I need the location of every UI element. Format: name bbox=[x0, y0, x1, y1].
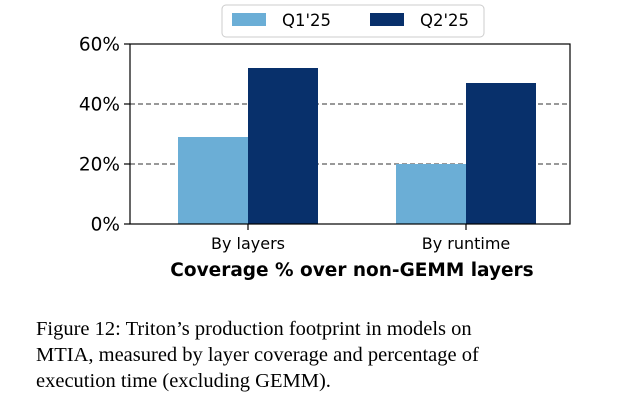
axes: 0% 20% 40% 60% By layers By runtime bbox=[79, 35, 510, 254]
caption-line-1: Figure 12: Triton’s production footprint… bbox=[36, 318, 472, 340]
legend-swatch-0 bbox=[232, 13, 266, 26]
x-axis-label: Coverage % over non-GEMM layers bbox=[170, 260, 533, 281]
legend: Q1'25 Q2'25 bbox=[221, 4, 485, 38]
x-tick-label-1: By runtime bbox=[422, 234, 511, 253]
y-tick-label-0: 0% bbox=[91, 215, 120, 236]
bar-0-1 bbox=[248, 68, 318, 224]
bars bbox=[178, 68, 536, 224]
coverage-chart: 0% 20% 40% 60% By layers By runtime Coverage … bbox=[79, 4, 571, 281]
bar-0-0 bbox=[178, 137, 248, 224]
figure-caption: Figure 12: Triton’s production footprint… bbox=[36, 316, 616, 394]
y-tick-label-2: 40% bbox=[79, 95, 120, 116]
y-tick-label-3: 60% bbox=[79, 35, 120, 56]
bar-1-1 bbox=[466, 83, 536, 224]
caption-line-2: MTIA, measured by layer coverage and per… bbox=[36, 344, 479, 366]
legend-label-1: Q2'25 bbox=[420, 11, 469, 30]
plot-frame bbox=[129, 43, 571, 225]
legend-swatch-1 bbox=[370, 13, 404, 26]
y-tick-label-1: 20% bbox=[79, 155, 120, 176]
caption-line-3: execution time (excluding GEMM). bbox=[36, 370, 331, 392]
x-tick-label-0: By layers bbox=[211, 234, 285, 253]
legend-label-0: Q1'25 bbox=[282, 11, 331, 30]
bar-1-0 bbox=[396, 164, 466, 224]
legend-box bbox=[221, 4, 485, 38]
